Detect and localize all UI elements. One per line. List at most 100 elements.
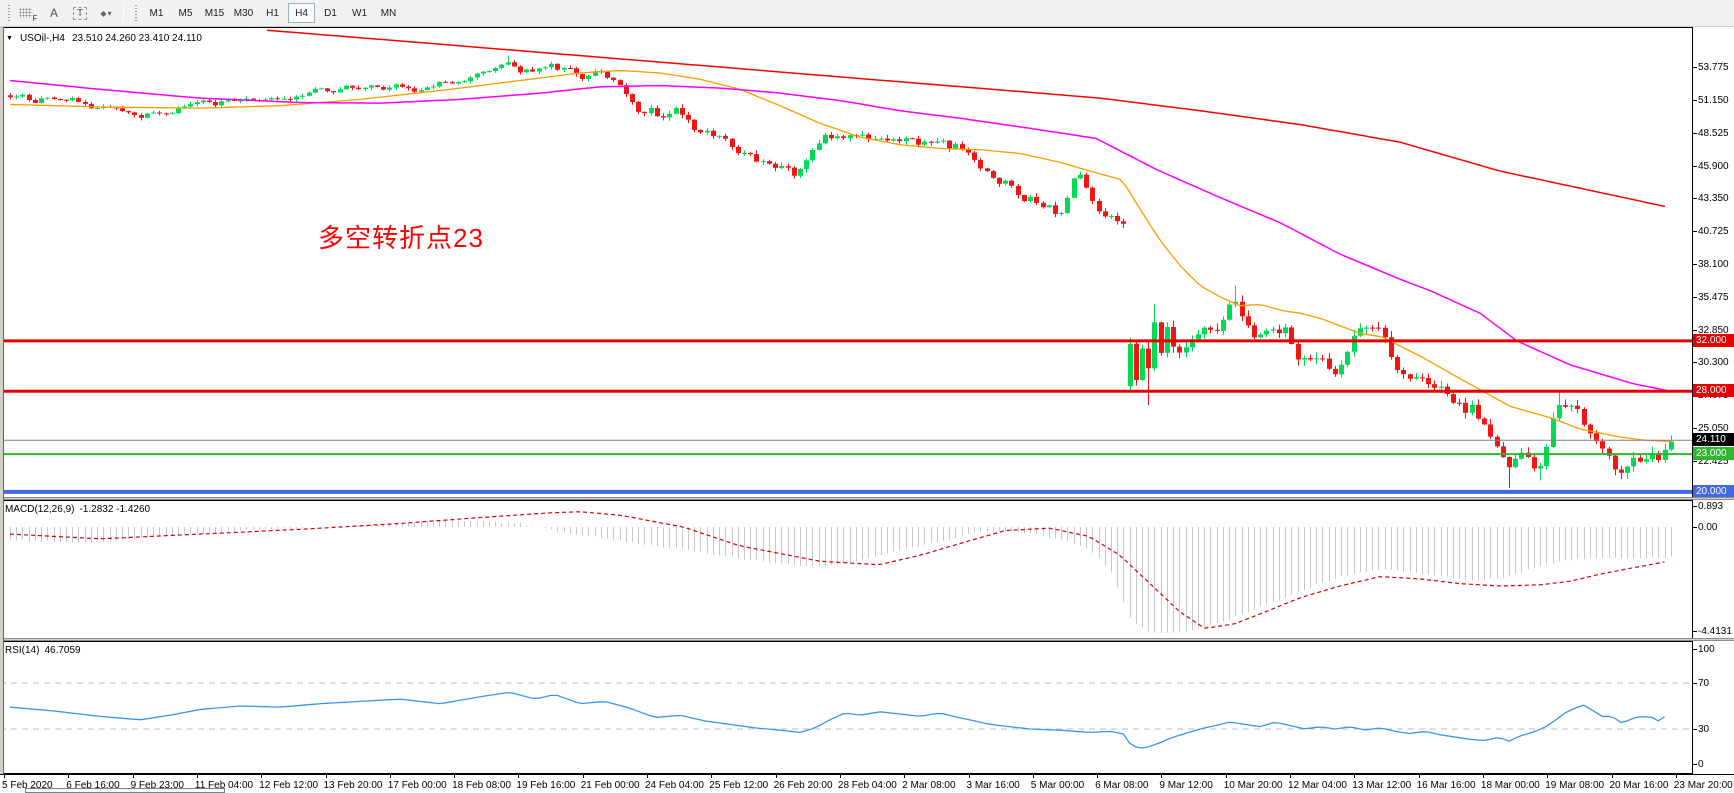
rsi-tick-label: 70 [1698,678,1710,689]
axis-tick-mark [1693,631,1697,633]
window-left-frame [0,27,4,774]
pane-splitter-macd[interactable] [0,497,1734,500]
rsi-label: RSI(14) 46.7059 [5,645,81,656]
chart-annotation-text[interactable]: 多空转折点23 [318,223,484,253]
insert-text-tool-button[interactable]: A [42,3,66,24]
tool-label: F [32,13,38,23]
text-label-tool-button[interactable]: T [68,3,92,24]
chart-grid-tool-button[interactable]: F [16,3,40,24]
dotted-grid-icon [18,8,32,18]
axis-tick-mark [1693,330,1697,332]
rsi-chart[interactable] [0,642,1692,773]
axis-tick-mark [1693,198,1697,200]
candlestick-chart[interactable] [0,28,1692,497]
time-tick-mark [196,775,198,778]
chart-window: ▼ USOil-,H4 23.510 24.260 23.410 24.110 … [0,27,1734,793]
macd-chart[interactable] [0,501,1692,638]
axis-tick-mark [1693,362,1697,364]
level-price-badge: 20.000 [1693,484,1734,498]
axis-tick-mark [1693,67,1697,68]
axis-tick-mark [1693,648,1697,650]
rsi-tick-label: 0 [1698,758,1704,770]
time-tick-label: 26 Feb 20:00 [773,780,833,791]
time-tick-label: 18 Mar 00:00 [1480,780,1540,791]
shapes-arrows-tool-button[interactable]: ◆ ▾ [94,3,118,24]
time-tick-mark [1675,775,1677,778]
rsi-tick-label: 100 [1698,643,1715,655]
timeframe-mn-button[interactable]: MN [380,7,397,19]
time-tick-mark [1290,775,1291,778]
time-tick-label: 23 Mar 20:00 [1673,780,1733,791]
axis-tick-mark [1693,264,1697,266]
axis-tick-mark [1693,763,1697,765]
axis-tick-mark [1693,100,1697,102]
time-tick-label: 13 Feb 20:00 [323,780,383,791]
time-tick-label: 5 Feb 2020 [2,780,53,791]
rsi-name: RSI(14) [5,645,40,656]
time-axis[interactable]: 5 Feb 2020 6 Feb 16:00 9 Feb 23:00 11 Feb 0… [0,774,1734,793]
diamond-shapes-icon: ◆ [100,8,107,18]
time-tick-label: 20 Mar 16:00 [1609,780,1669,791]
price-tick-label: 43.350 [1698,193,1729,205]
chart-title-overlay: ▼ USOil-,H4 23.510 24.260 23.410 24.110 [6,33,202,44]
macd-values: -1.2832 -1.4260 [79,504,151,515]
time-tick-mark [1161,775,1163,778]
timeframe-m15-button[interactable]: M15 [204,7,225,19]
timeframe-h1-button[interactable]: H1 [266,7,279,19]
axis-tick-mark [1693,505,1697,507]
price-tick-label: 45.900 [1698,161,1729,173]
price-tick-label: 48.525 [1698,128,1729,140]
time-tick-label: 12 Feb 12:00 [259,780,319,791]
macd-name: MACD(12,26,9) [5,504,75,515]
timeframe-grip[interactable] [133,5,138,21]
time-tick-label: 24 Feb 04:00 [645,780,704,791]
time-tick-mark [1547,775,1549,778]
macd-indicator-pane[interactable]: MACD(12,26,9) -1.2832 -1.4260 [0,500,1693,638]
time-tick-mark [261,775,263,778]
time-tick-label: 5 Mar 00:00 [1030,780,1085,791]
macd-tick-label: -4.4131 [1698,626,1732,638]
rsi-tick-label: 30 [1698,724,1710,735]
time-tick-mark [1611,775,1613,778]
tool-button-group: F A T ◆ ▾ [16,3,118,24]
time-tick-label: 21 Feb 00:00 [580,780,640,791]
timeframe-m30-button[interactable]: M30 [233,7,254,19]
symbol-dropdown-icon[interactable]: ▼ [6,34,13,42]
time-tick-mark [454,775,456,778]
time-tick-mark [1032,775,1034,778]
axis-tick-mark [1693,461,1697,463]
timeframe-m1-button[interactable]: M1 [149,7,164,19]
time-tick-mark [389,775,391,778]
ohlc-values: 23.510 24.260 23.410 24.110 [71,33,202,44]
axis-tick-mark [1693,133,1697,135]
macd-tick-label: 0.893 [1698,500,1724,512]
timeframe-h4-button[interactable]: H4 [288,3,315,23]
h-scrollbar-thumb[interactable] [25,788,225,793]
time-tick-label: 18 Feb 08:00 [452,780,512,791]
time-tick-mark [647,775,648,778]
time-tick-mark [1418,775,1420,778]
macd-label: MACD(12,26,9) -1.2832 -1.4260 [5,504,150,515]
time-tick-mark [775,775,777,778]
time-tick-mark [518,775,520,778]
letter-a-icon: A [49,6,58,20]
time-tick-mark [904,775,906,778]
timeframe-w1-button[interactable]: W1 [352,7,367,19]
axis-tick-mark [1693,166,1697,168]
toolbar-separator [123,3,124,23]
rsi-indicator-pane[interactable]: RSI(14) 46.7059 [0,641,1693,774]
time-tick-label: 19 Feb 16:00 [516,780,576,791]
time-tick-label: 28 Feb 04:00 [837,780,897,791]
level-price-badge: 28.000 [1693,384,1734,398]
toolbar-grip[interactable] [6,5,11,21]
timeframe-m5-button[interactable]: M5 [178,7,193,19]
price-axis[interactable]: 53.775 51.150 48.525 45.900 43.350 40.725 38.1… [1693,27,1734,774]
timeframe-d1-button[interactable]: D1 [324,7,337,19]
time-tick-mark [68,775,70,778]
time-tick-mark [711,775,713,778]
time-tick-label: 17 Feb 00:00 [387,780,447,791]
pane-splitter-rsi[interactable] [0,638,1734,641]
rsi-value: 46.7059 [44,645,81,656]
main-chart-pane[interactable]: ▼ USOil-,H4 23.510 24.260 23.410 24.110 … [0,27,1693,497]
